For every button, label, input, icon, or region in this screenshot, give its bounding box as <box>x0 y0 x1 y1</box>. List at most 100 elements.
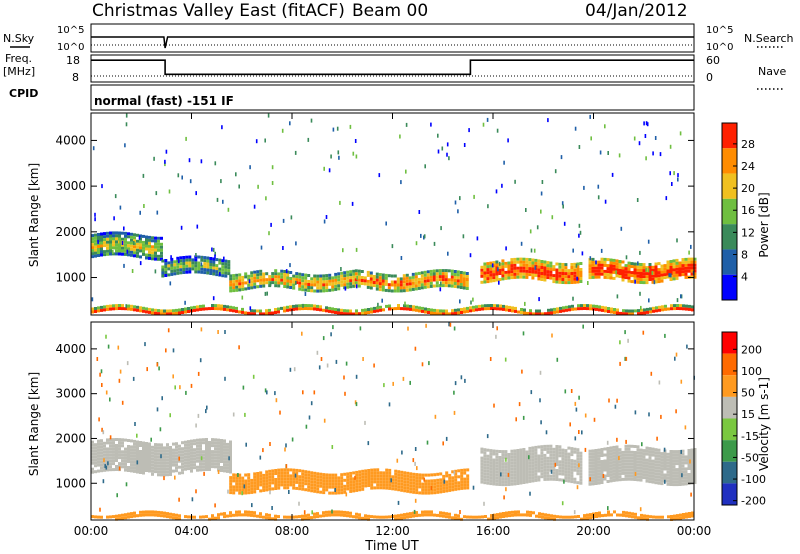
speckle-point <box>126 361 129 366</box>
heat-cell <box>277 471 281 475</box>
heat-cell <box>148 241 151 245</box>
heat-cell <box>166 309 169 313</box>
heat-cell <box>573 480 577 484</box>
heat-cell <box>534 454 538 458</box>
heat-cell <box>403 486 407 490</box>
heat-cell <box>414 272 418 276</box>
heat-cell <box>325 289 329 293</box>
heat-cell <box>403 477 407 481</box>
heat-cell <box>103 441 106 445</box>
speckle-point <box>459 510 461 514</box>
heat-cell <box>415 305 418 309</box>
heat-cell <box>370 515 373 519</box>
heat-cell <box>453 282 457 285</box>
heat-cell <box>601 308 604 312</box>
heat-cell <box>208 307 211 311</box>
heat-cell <box>672 274 676 278</box>
heat-cell <box>561 478 565 482</box>
heat-cell <box>160 309 163 313</box>
heat-cell <box>390 280 394 284</box>
heat-cell <box>630 274 634 278</box>
heat-cell <box>577 515 580 518</box>
speckle-point <box>643 121 645 126</box>
heat-cell <box>217 447 220 451</box>
heat-cell <box>106 231 109 235</box>
heat-cell <box>325 488 329 492</box>
heat-cell <box>322 488 326 492</box>
heat-cell <box>224 274 228 278</box>
heat-cell <box>409 478 413 482</box>
heat-cell <box>295 307 298 311</box>
heat-cell <box>157 510 160 514</box>
heat-cell <box>397 304 400 307</box>
heat-cell <box>549 465 553 469</box>
heat-cell <box>199 444 202 448</box>
heat-cell <box>408 276 412 280</box>
heat-cell <box>429 269 433 273</box>
heat-cell <box>546 267 550 271</box>
heat-cell <box>160 242 163 246</box>
heat-cell <box>241 310 244 314</box>
heat-cell <box>499 304 502 308</box>
heat-cell <box>642 275 646 279</box>
heat-cell <box>669 456 673 459</box>
heat-cell <box>609 264 613 268</box>
speckle-point <box>522 415 525 420</box>
heat-cell <box>522 266 526 270</box>
speckle-point <box>572 296 574 301</box>
heat-cell <box>411 281 415 285</box>
heat-cell <box>540 472 544 476</box>
heat-cell <box>280 275 284 279</box>
heat-cell <box>684 479 688 483</box>
heat-cell <box>274 469 278 472</box>
heat-cell <box>693 478 697 481</box>
heat-cell <box>277 486 281 490</box>
nave-ytick-top: 60 <box>706 54 720 67</box>
heat-cell <box>229 464 232 468</box>
heat-cell <box>277 515 280 519</box>
heat-cell <box>182 271 186 274</box>
heat-cell <box>250 513 253 517</box>
heat-cell <box>241 281 245 285</box>
heat-cell <box>130 454 133 458</box>
heat-cell <box>508 511 511 515</box>
heat-cell <box>507 456 511 459</box>
heat-cell <box>432 278 436 282</box>
speckle-point <box>581 430 583 435</box>
heat-cell <box>630 465 634 469</box>
heat-cell <box>115 453 118 456</box>
heat-cell <box>454 475 458 479</box>
heat-cell <box>594 461 598 464</box>
heat-cell <box>118 453 121 457</box>
heat-cell <box>412 478 416 482</box>
heat-cell <box>669 480 673 483</box>
speckle-point <box>664 333 666 338</box>
heat-cell <box>106 465 109 469</box>
heat-cell <box>561 272 565 275</box>
speckle-point <box>676 298 679 303</box>
heat-cell <box>606 459 610 462</box>
heat-cell <box>100 466 103 470</box>
heat-cell <box>570 465 574 469</box>
heat-cell <box>340 513 343 517</box>
heat-cell <box>564 275 568 279</box>
speckle-point <box>112 250 114 254</box>
heat-cell <box>106 246 109 250</box>
heat-cell <box>651 450 655 454</box>
heat-cell <box>142 447 145 451</box>
heat-cell <box>217 450 220 454</box>
heat-cell <box>486 277 490 281</box>
heat-cell <box>256 475 260 478</box>
heat-cell <box>396 280 400 284</box>
heat-cell <box>546 456 550 460</box>
heat-cell <box>429 281 433 285</box>
heat-cell <box>91 243 94 247</box>
heat-cell <box>573 274 577 278</box>
heat-cell <box>103 238 106 242</box>
speckle-point <box>469 253 472 258</box>
heat-cell <box>675 471 679 475</box>
heat-cell <box>435 284 439 288</box>
speckle-point <box>491 263 494 268</box>
heat-cell <box>687 458 691 461</box>
heat-cell <box>232 289 236 293</box>
